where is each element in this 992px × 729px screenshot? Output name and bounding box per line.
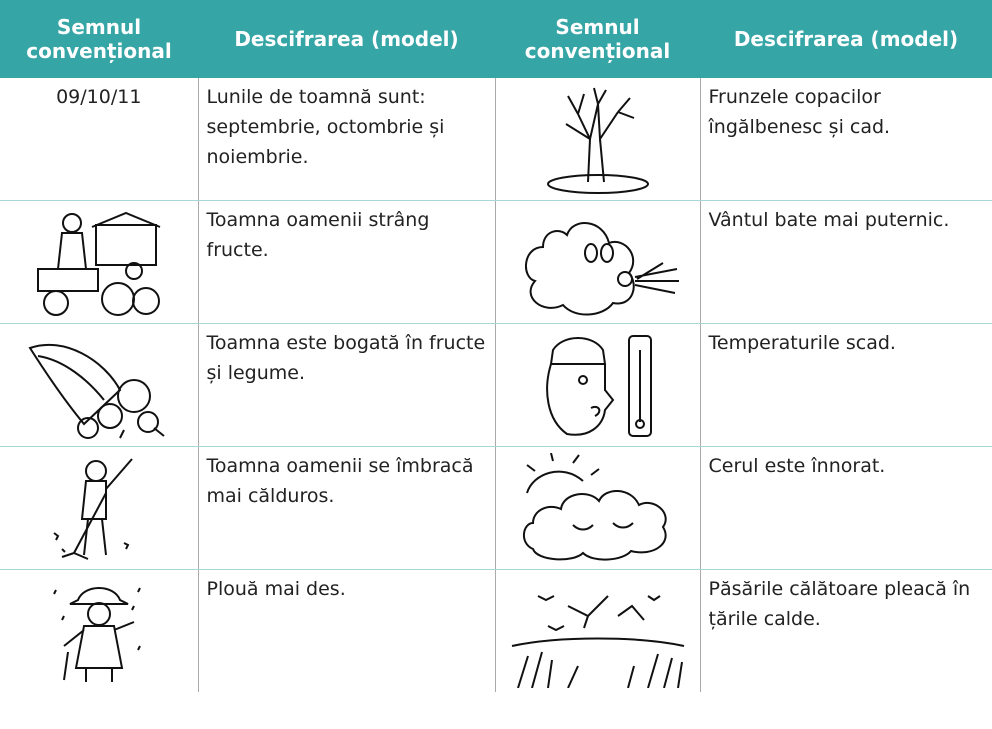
row: Toamna oamenii strâng fructe. Vântul bat… (0, 200, 992, 324)
sign-image (494, 569, 700, 692)
cloudy-icon (522, 453, 667, 561)
description: Plouă mai des. (197, 569, 495, 692)
description: Toamna este bogată în fructe și legume. (197, 323, 495, 447)
rain-icon (52, 587, 141, 682)
description: Toamna oamenii strâng fructe. (197, 200, 495, 324)
sign-image (494, 200, 700, 324)
raking-icon (53, 458, 133, 560)
sign-image (494, 323, 700, 447)
description: Cerul este înnorat. (699, 446, 992, 570)
market-icon (36, 211, 161, 316)
symbol-table: Semnul convențional Descifrarea (model) … (0, 0, 992, 692)
sign-image (494, 78, 700, 201)
header-cell: Semnul convențional (495, 0, 700, 78)
birds-icon (511, 595, 684, 688)
sign-image (0, 446, 198, 570)
description: Frunzele copacilor îngălbenesc și cad. (699, 78, 992, 201)
row: Toamna este bogată în fructe și legume. … (0, 323, 992, 447)
tree-icon (546, 87, 649, 194)
cold-icon (545, 335, 652, 437)
header-cell: Semnul convențional (0, 0, 198, 78)
description: Vântul bate mai puternic. (699, 200, 992, 324)
description: Toamna oamenii se îmbracă mai călduros. (197, 446, 495, 570)
row: Toamna oamenii se îmbracă mai călduros. … (0, 446, 992, 570)
sign-image (0, 570, 198, 693)
description: Temperaturile scad. (699, 323, 992, 447)
sign-image (0, 200, 198, 324)
wind-icon (524, 222, 679, 316)
row: 09/10/11 Lunile de toamnă sunt: septembr… (0, 78, 992, 201)
sign-text: 09/10/11 (0, 78, 198, 201)
sign-image (494, 446, 700, 570)
row: Plouă mai des. Păsările călătoare pleacă… (0, 569, 992, 693)
description: Lunile de toamnă sunt: septembrie, octom… (197, 78, 495, 201)
header-cell: Descifrarea (model) (700, 0, 992, 78)
description: Păsările călătoare pleacă în țările cald… (699, 569, 992, 692)
header-cell: Descifrarea (model) (198, 0, 495, 78)
cornucopia-icon (28, 343, 165, 439)
header-row: Semnul convențional Descifrarea (model) … (0, 0, 992, 78)
sign-image (0, 323, 198, 447)
